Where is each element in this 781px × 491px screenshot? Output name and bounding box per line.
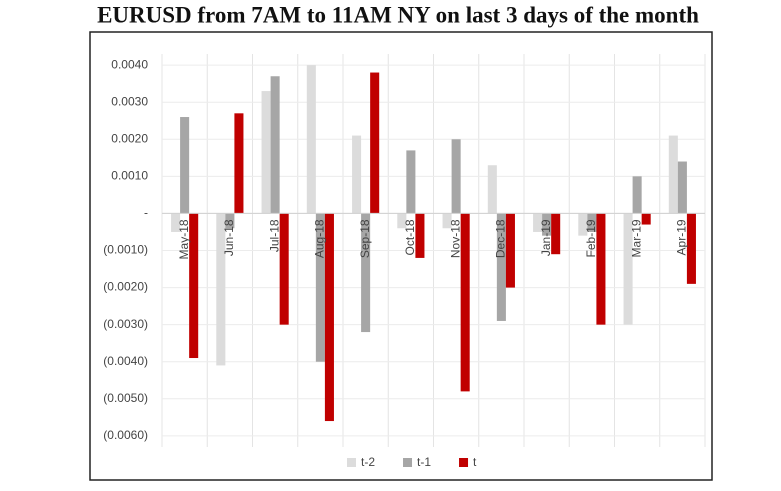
bar <box>261 91 271 214</box>
x-tick-label: Mar-19 <box>629 219 643 257</box>
y-tick-label: (0.0030) <box>103 317 148 331</box>
bar <box>551 213 561 255</box>
bar <box>496 213 506 321</box>
bar <box>270 76 280 214</box>
bar <box>189 213 199 359</box>
chart-frame <box>89 31 713 481</box>
bar <box>686 213 696 284</box>
bar <box>370 72 380 214</box>
x-tick-label: Jun-18 <box>222 219 236 256</box>
y-tick-label: (0.0040) <box>103 354 148 368</box>
bar <box>361 213 371 333</box>
y-tick-label: 0.0040 <box>111 57 148 71</box>
bar <box>397 213 407 229</box>
legend-label: t <box>473 455 477 469</box>
y-tick-label: 0.0030 <box>111 94 148 108</box>
bar <box>632 176 642 214</box>
legend-swatch <box>347 458 356 467</box>
bar <box>225 213 235 229</box>
bar <box>451 139 461 214</box>
x-tick-label: Nov-18 <box>448 219 462 258</box>
x-tick-label: Aug-18 <box>313 219 327 258</box>
bar <box>180 117 190 214</box>
x-tick-label: Dec-18 <box>494 219 508 258</box>
bar <box>234 113 244 214</box>
bar <box>668 135 678 214</box>
y-tick-label: (0.0020) <box>103 280 148 294</box>
bar <box>641 213 651 225</box>
bar <box>578 213 588 236</box>
bar <box>487 165 497 214</box>
y-tick-label: (0.0050) <box>103 391 148 405</box>
x-tick-label: Oct-18 <box>403 219 417 255</box>
y-tick-label: (0.0060) <box>103 428 148 442</box>
bar <box>596 213 606 325</box>
x-tick-label: May-18 <box>177 219 191 259</box>
bar <box>542 213 552 236</box>
y-tick-label: 0.0020 <box>111 131 148 145</box>
y-tick-label: 0.0010 <box>111 169 148 183</box>
x-tick-label: Sep-18 <box>358 219 372 258</box>
bar <box>406 150 416 214</box>
bar <box>623 213 633 325</box>
bar <box>587 213 597 232</box>
bar <box>533 213 543 232</box>
bar <box>415 213 425 258</box>
x-tick-label: Apr-19 <box>675 219 689 255</box>
y-tick-label: (0.0010) <box>103 243 148 257</box>
bar <box>315 213 325 362</box>
bar <box>352 135 362 214</box>
bar <box>324 213 334 422</box>
legend-label: t-2 <box>361 455 375 469</box>
bar <box>306 65 316 214</box>
y-tick-label: - <box>144 206 148 220</box>
bar <box>171 213 181 232</box>
bar <box>677 161 687 214</box>
bar <box>216 213 226 366</box>
bar <box>505 213 515 288</box>
chart-title: EURUSD from 7AM to 11AM NY on last 3 day… <box>97 2 699 27</box>
legend-swatch <box>403 458 413 467</box>
x-tick-label: Jan-19 <box>539 219 553 256</box>
legend-label: t-1 <box>417 455 431 469</box>
bar <box>460 213 470 392</box>
legend-swatch <box>459 458 469 467</box>
x-tick-label: Jul-18 <box>267 219 281 252</box>
bar <box>442 213 452 229</box>
bar <box>279 213 289 325</box>
x-tick-label: Feb-19 <box>584 219 598 257</box>
